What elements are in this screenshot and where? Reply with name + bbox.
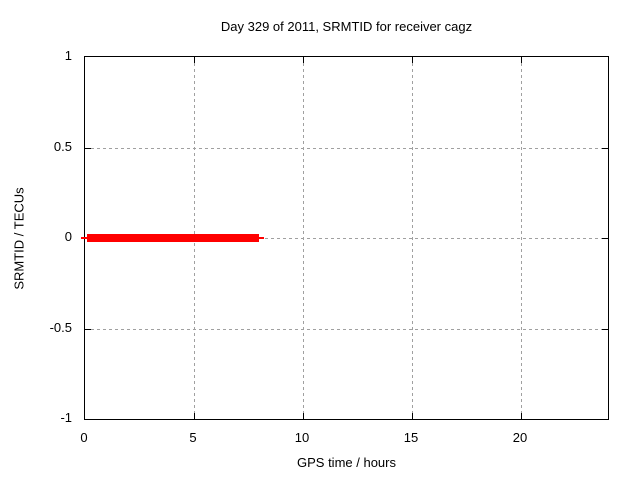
x-tick-mark (521, 413, 522, 419)
x-tick-label: 5 (189, 430, 197, 445)
y-tick-label: 0.5 (53, 139, 72, 154)
data-line (87, 234, 259, 242)
x-tick-mark (303, 413, 304, 419)
x-tick-mark (521, 57, 522, 63)
y-tick-label: -1 (60, 410, 72, 425)
y-tick-mark (85, 148, 91, 149)
x-tick-mark (194, 57, 195, 63)
x-tick-mark (194, 413, 195, 419)
y-tick-mark (602, 148, 608, 149)
plot-area (81, 56, 609, 420)
y-tick-mark (85, 329, 91, 330)
x-axis-label: GPS time / hours (297, 455, 396, 470)
y-tick-label: 0 (64, 229, 72, 244)
x-tick-mark (412, 57, 413, 63)
x-tick-label: 20 (512, 430, 528, 445)
x-tick-mark (303, 57, 304, 63)
y-tick-label: 1 (64, 48, 72, 63)
y-gridline (85, 238, 608, 239)
y-gridline (85, 329, 608, 330)
chart-title: Day 329 of 2011, SRMTID for receiver cag… (220, 19, 473, 34)
y-tick-label: -0.5 (49, 320, 72, 335)
x-tick-mark (412, 413, 413, 419)
x-tick-label: 15 (403, 430, 419, 445)
y-tick-mark (602, 329, 608, 330)
y-tick-mark (602, 238, 608, 239)
x-tick-label: 0 (80, 430, 88, 445)
x-tick-label: 10 (294, 430, 310, 445)
y-gridline (85, 148, 608, 149)
